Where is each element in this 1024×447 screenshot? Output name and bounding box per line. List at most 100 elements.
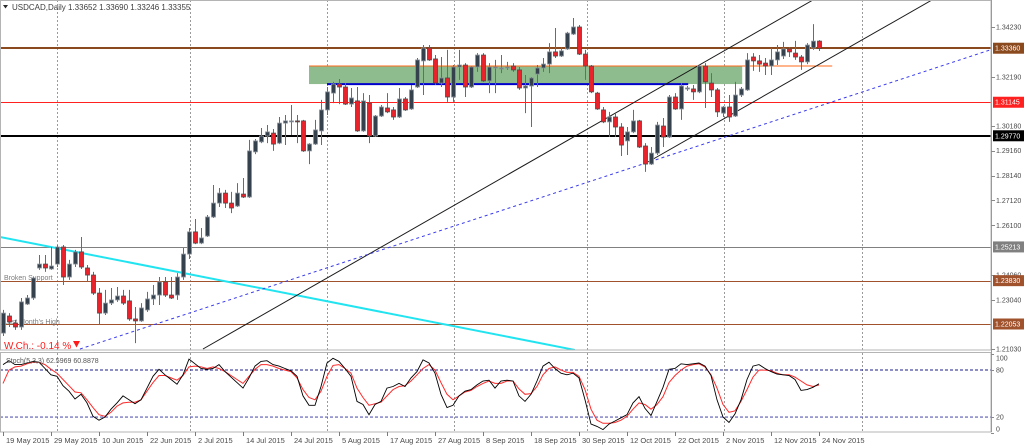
bullish-candle: [415, 59, 420, 88]
bearish-candle: [751, 56, 756, 62]
date-axis-label: 27 Aug 2015: [438, 436, 480, 445]
annotation-last-month-high: Last Month's High: [4, 319, 60, 326]
bullish-candle: [181, 253, 186, 278]
bullish-candle: [649, 152, 654, 165]
bullish-candle: [109, 299, 114, 304]
price-axis-label: 1.27120: [996, 198, 1021, 205]
bearish-candle: [61, 246, 66, 278]
stochastic-panel[interactable]: [0, 357, 991, 431]
bullish-candle: [157, 281, 162, 296]
bearish-candle: [445, 77, 450, 98]
bearish-candle: [601, 109, 606, 123]
bearish-candle: [481, 54, 486, 82]
bearish-candle: [703, 65, 708, 83]
bullish-candle: [685, 87, 690, 90]
trendlines: [0, 0, 991, 350]
bearish-candle: [121, 295, 126, 304]
price-axis-label: 1.34230: [996, 25, 1021, 32]
bearish-candle: [241, 193, 246, 198]
bearish-candle: [715, 89, 720, 113]
date-axis-label: 24 Nov 2015: [822, 436, 865, 445]
bearish-candle: [793, 52, 798, 58]
price-line-label-box: [993, 241, 1024, 253]
bullish-candle: [409, 89, 414, 110]
bearish-candle: [391, 109, 396, 118]
bearish-candle: [7, 315, 12, 323]
bullish-candle: [313, 129, 318, 145]
bullish-candle: [55, 246, 60, 265]
bearish-candle: [763, 62, 768, 67]
horizontal-levels: [0, 47, 991, 325]
bullish-candle: [1, 312, 6, 334]
dashed-support-trendline: [79, 49, 991, 350]
bullish-candle: [67, 263, 72, 278]
bullish-candle: [139, 307, 144, 322]
bullish-candle: [73, 251, 78, 265]
bearish-candle: [367, 102, 372, 137]
bullish-candle: [571, 26, 576, 35]
bullish-candle: [457, 64, 462, 68]
bearish-candle: [229, 202, 234, 209]
bullish-candle: [451, 66, 456, 98]
bullish-candle: [235, 192, 240, 207]
bullish-candle: [361, 100, 366, 132]
bearish-candle: [13, 322, 18, 328]
bullish-candle: [289, 120, 294, 123]
bullish-candle: [811, 40, 816, 49]
price-line-label: 1.23830: [995, 278, 1020, 285]
bullish-candle: [217, 192, 222, 204]
price-axis-label: 1.30180: [996, 123, 1021, 130]
bullish-candle: [667, 96, 672, 138]
symbol-title: USDCAD,Daily: [12, 3, 66, 12]
stoch-axis-label: 20: [996, 415, 1004, 422]
bullish-candle: [151, 294, 156, 300]
price-axis[interactable]: 1.34230 1.32190 1.30180 1.29160 1.28140 1.271…: [991, 25, 1024, 434]
bullish-candle: [745, 59, 750, 91]
bullish-candle: [277, 122, 282, 144]
bullish-candle: [469, 66, 474, 88]
bearish-candle: [595, 92, 600, 110]
bullish-candle: [49, 265, 54, 270]
bullish-candle: [253, 140, 258, 153]
bullish-candle: [565, 32, 570, 50]
bullish-candle: [493, 66, 498, 69]
bearish-candle: [403, 98, 408, 111]
bearish-candle: [433, 58, 438, 84]
time-axis[interactable]: 19 May 2015 29 May 2015 10 Jun 2015 22 Jun …: [3, 432, 865, 445]
price-axis-label: 1.32190: [996, 74, 1021, 81]
bearish-candle: [355, 100, 360, 132]
date-axis-label: 22 Oct 2015: [678, 436, 719, 445]
bearish-candle: [427, 47, 432, 61]
bullish-candle: [199, 237, 204, 244]
bearish-candle: [223, 192, 228, 204]
price-axis-label: 1.28140: [996, 173, 1021, 180]
stochastic-label: Stoch(5,3,3) 62.5969 60.8878: [6, 358, 99, 365]
bearish-candle: [463, 64, 468, 88]
bearish-candle: [553, 51, 558, 57]
bearish-candle: [133, 318, 138, 322]
bullish-candle: [379, 106, 384, 117]
bullish-candle: [739, 88, 744, 96]
price-line-label-box: [993, 130, 1024, 142]
date-axis-label: 2 Nov 2015: [726, 436, 764, 445]
bullish-candle: [733, 94, 738, 117]
bullish-candle: [487, 66, 492, 82]
bearish-candle: [787, 48, 792, 53]
date-axis-label: 12 Nov 2015: [774, 436, 817, 445]
bearish-candle: [91, 274, 96, 294]
date-axis-label: 19 May 2015: [6, 436, 49, 445]
ohlc-readout: 1.33652 1.33690 1.33246 1.33355: [68, 3, 191, 12]
bearish-candle: [691, 88, 696, 93]
bullish-candle: [187, 231, 192, 255]
bearish-candle: [337, 83, 342, 88]
bullish-candle: [769, 59, 774, 67]
bearish-candle: [385, 107, 390, 113]
bearish-candle: [613, 116, 618, 128]
bullish-candle: [265, 131, 270, 137]
weekly-change-label: W.Ch.: -0.14 %: [4, 341, 71, 352]
price-panel[interactable]: Broken Support Last Month's High: [0, 0, 991, 350]
bullish-candle: [499, 67, 504, 70]
bearish-candle: [43, 263, 48, 269]
bullish-candle: [541, 63, 546, 69]
